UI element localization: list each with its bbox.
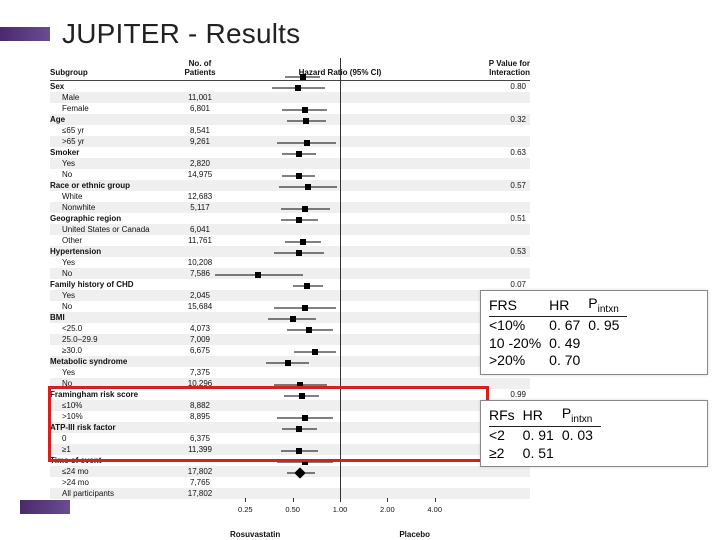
forest-item-row: All participants17,802	[50, 488, 530, 499]
col-subgroup: Subgroup	[50, 69, 170, 78]
forest-plot: Subgroup No. ofPatients Hazard Ratio (95…	[50, 60, 530, 499]
forest-item-row: No7,586	[50, 268, 530, 279]
title-bar: JUPITER - Results	[0, 18, 300, 50]
forest-item-row: 06,375	[50, 433, 530, 444]
forest-item-row: ≤10%8,882	[50, 400, 530, 411]
forest-item-row: >65 yr9,261	[50, 136, 530, 147]
axis-better-labels: RosuvastatinBetter PlaceboBetter	[230, 530, 430, 540]
forest-item-row: No10,296	[50, 378, 530, 389]
forest-group-row: Time of event0.56	[50, 455, 530, 466]
forest-group-row: ATP-III risk factor0.41	[50, 422, 530, 433]
forest-item-row: ≤65 yr8,541	[50, 125, 530, 136]
forest-item-row: Yes2,045	[50, 290, 530, 301]
forest-group-row: Framingham risk score0.99	[50, 389, 530, 400]
col-n: No. ofPatients	[170, 60, 230, 78]
forest-item-row: Yes7,375	[50, 367, 530, 378]
page-title: JUPITER - Results	[62, 18, 300, 50]
forest-group-row: Family history of CHD0.07	[50, 279, 530, 290]
forest-item-row: No14,975	[50, 169, 530, 180]
forest-group-row: Race or ethnic group0.57	[50, 180, 530, 191]
forest-group-row: BMI0.70	[50, 312, 530, 323]
forest-item-row: No15,684	[50, 301, 530, 312]
forest-item-row: <25.04,073	[50, 323, 530, 334]
forest-item-row: ≥30.06,675	[50, 345, 530, 356]
forest-item-row: Yes10,208	[50, 257, 530, 268]
title-accent-block	[0, 27, 50, 41]
forest-group-row: Age0.32	[50, 114, 530, 125]
better-right: PlaceboBetter	[399, 530, 430, 540]
footer-accent-block	[20, 500, 70, 514]
forest-group-row: Metabolic syndrome0.14	[50, 356, 530, 367]
forest-item-row: Male11,001	[50, 92, 530, 103]
slide-root: JUPITER - Results Subgroup No. ofPatient…	[0, 0, 720, 540]
forest-group-row: Sex0.80	[50, 81, 530, 92]
forest-item-row: >24 mo7,765	[50, 477, 530, 488]
forest-item-row: ≤24 mo17,802	[50, 466, 530, 477]
forest-rows: Sex0.80Male11,001Female6,801Age0.32≤65 y…	[50, 81, 530, 499]
forest-item-row: Other11,761	[50, 235, 530, 246]
col-pval: P Value forInteraction	[450, 60, 530, 78]
callout-frs: FRSHRPintxn<10%0. 670. 9510 -20%0. 49>20…	[480, 290, 708, 375]
forest-item-row: White12,683	[50, 191, 530, 202]
forest-item-row: United States or Canada6,041	[50, 224, 530, 235]
forest-item-row: ≥111,399	[50, 444, 530, 455]
forest-item-row: 25.0–29.97,009	[50, 334, 530, 345]
callout-rfs: RFsHRPintxn<20. 910. 03≥20. 51	[480, 400, 708, 467]
col-hr: Hazard Ratio (95% CI)	[230, 69, 450, 78]
better-left: RosuvastatinBetter	[230, 530, 280, 540]
forest-group-row: Hypertension0.53	[50, 246, 530, 257]
forest-header: Subgroup No. ofPatients Hazard Ratio (95…	[50, 60, 530, 81]
forest-item-row: >10%8,895	[50, 411, 530, 422]
forest-item-row: Nonwhite5,117	[50, 202, 530, 213]
forest-group-row: Geographic region0.51	[50, 213, 530, 224]
forest-item-row: Yes2,820	[50, 158, 530, 169]
forest-group-row: Smoker0.63	[50, 147, 530, 158]
forest-item-row: Female6,801	[50, 103, 530, 114]
